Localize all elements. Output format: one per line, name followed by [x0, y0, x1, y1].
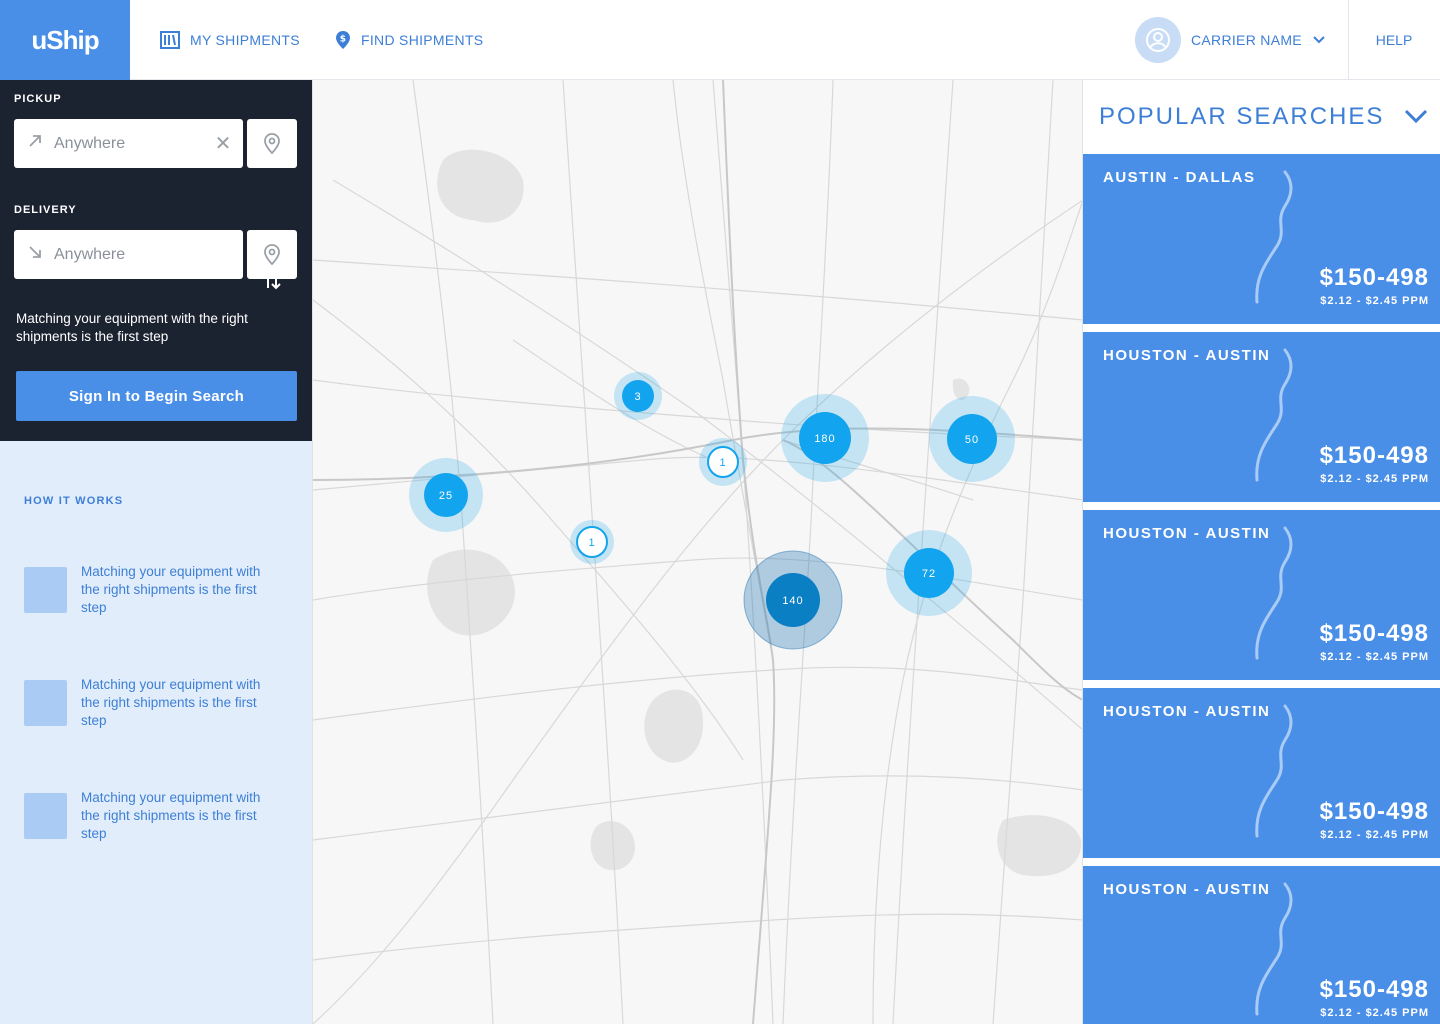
chevron-down-icon: [1312, 32, 1326, 48]
cluster-count: 1: [719, 457, 726, 469]
map-roads: [313, 80, 1082, 1024]
pickup-value: Anywhere: [54, 134, 126, 152]
arrow-down-right-icon: [28, 245, 42, 264]
search-panel: PICKUP Anywhere ✕ DELIVERY Anywhere: [0, 80, 312, 441]
delivery-field[interactable]: Anywhere: [14, 230, 243, 279]
popular-search-card[interactable]: AUSTIN - DALLAS $150-498 $2.12 - $2.45 PPM: [1083, 154, 1440, 324]
location-pin-icon: [264, 132, 280, 154]
avatar: [1135, 17, 1181, 63]
popular-searches-panel: POPULAR SEARCHES AUSTIN - DALLAS $150-498…: [1082, 80, 1440, 1024]
map-land-areas: [427, 149, 1082, 877]
cluster-count: 50: [965, 434, 979, 446]
card-price-per-mile: $2.12 - $2.45 PPM: [1320, 1007, 1429, 1019]
cluster-count: 1: [588, 537, 595, 549]
nav-my-shipments-label: MY SHIPMENTS: [190, 32, 300, 48]
step-image: [24, 680, 67, 726]
cluster-count: 140: [782, 595, 803, 607]
route-line-icon: [1255, 704, 1293, 838]
location-pin-icon: [264, 243, 280, 265]
shipments-map[interactable]: 3 1 180 50 25 1 140 72: [312, 80, 1082, 1024]
delivery-label: DELIVERY: [14, 204, 77, 216]
cluster-count: 180: [814, 433, 835, 445]
shipment-cluster[interactable]: 180: [781, 394, 869, 482]
chevron-down-icon: [1404, 109, 1428, 124]
shipments-icon: [160, 31, 180, 49]
cluster-count: 72: [922, 568, 936, 580]
card-price: $150-498: [1319, 976, 1429, 1003]
popular-search-card[interactable]: HOUSTON - AUSTIN $150-498 $2.12 - $2.45 PP…: [1083, 688, 1440, 858]
card-price-per-mile: $2.12 - $2.45 PPM: [1320, 295, 1429, 307]
pickup-locate-button[interactable]: [247, 119, 297, 168]
uship-logo[interactable]: uShip: [0, 0, 130, 80]
location-dollar-icon: $: [335, 30, 351, 50]
how-it-works-panel: HOW IT WORKS Matching your equipment wit…: [0, 441, 312, 1024]
nav-find-shipments-label: FIND SHIPMENTS: [361, 32, 484, 48]
pickup-field[interactable]: Anywhere ✕: [14, 119, 243, 168]
delivery-locate-button[interactable]: [247, 230, 297, 279]
user-name: CARRIER NAME: [1191, 32, 1302, 48]
popular-search-card[interactable]: HOUSTON - AUSTIN $150-498 $2.12 - $2.45 PP…: [1083, 866, 1440, 1024]
map-highways: [313, 80, 1082, 1024]
step-image: [24, 793, 67, 839]
how-it-works-step: Matching your equipment with the right s…: [24, 563, 294, 617]
nav-find-shipments[interactable]: $ FIND SHIPMENTS: [335, 0, 483, 80]
shipment-cluster[interactable]: 3: [614, 372, 662, 420]
svg-text:$: $: [340, 35, 347, 45]
user-icon: [1146, 28, 1170, 52]
nav-my-shipments[interactable]: MY SHIPMENTS: [160, 0, 300, 80]
cluster-count: 3: [634, 391, 641, 403]
card-route: HOUSTON - AUSTIN: [1103, 525, 1271, 542]
shipment-cluster[interactable]: 140: [743, 550, 843, 650]
collapse-toggle[interactable]: [1401, 102, 1431, 132]
user-menu[interactable]: CARRIER NAME: [1135, 0, 1326, 80]
card-price-per-mile: $2.12 - $2.45 PPM: [1320, 651, 1429, 663]
popular-search-card[interactable]: HOUSTON - AUSTIN $150-498 $2.12 - $2.45 PP…: [1083, 510, 1440, 680]
route-line-icon: [1255, 170, 1293, 304]
step-text: Matching your equipment with the right s…: [81, 790, 261, 841]
shipment-cluster[interactable]: 1: [570, 520, 614, 564]
popular-search-card[interactable]: HOUSTON - AUSTIN $150-498 $2.12 - $2.45 PP…: [1083, 332, 1440, 502]
search-message: Matching your equipment with the right s…: [16, 311, 248, 344]
top-navigation-bar: uShip MY SHIPMENTS $ FIND SHIPMENTS CARR…: [0, 0, 1440, 80]
delivery-value: Anywhere: [54, 245, 126, 263]
card-price-per-mile: $2.12 - $2.45 PPM: [1320, 829, 1429, 841]
card-price: $150-498: [1319, 264, 1429, 291]
cluster-count: 25: [439, 490, 453, 502]
card-price: $150-498: [1319, 798, 1429, 825]
how-it-works-title: HOW IT WORKS: [24, 495, 124, 507]
clear-icon[interactable]: ✕: [214, 133, 232, 155]
card-price: $150-498: [1319, 442, 1429, 469]
how-it-works-step: Matching your equipment with the right s…: [24, 676, 294, 730]
step-image: [24, 567, 67, 613]
step-text: Matching your equipment with the right s…: [81, 677, 261, 728]
card-route: HOUSTON - AUSTIN: [1103, 703, 1271, 720]
step-text: Matching your equipment with the right s…: [81, 564, 261, 615]
route-line-icon: [1255, 526, 1293, 660]
card-route: HOUSTON - AUSTIN: [1103, 347, 1271, 364]
shipment-cluster[interactable]: 1: [699, 438, 747, 486]
shipment-cluster[interactable]: 25: [409, 458, 483, 532]
pickup-label: PICKUP: [14, 93, 62, 105]
popular-searches-title: POPULAR SEARCHES: [1099, 103, 1385, 130]
route-line-icon: [1255, 348, 1293, 482]
shipment-clusters: 3 1 180 50 25 1 140 72: [409, 372, 1015, 650]
card-route: HOUSTON - AUSTIN: [1103, 881, 1271, 898]
divider: [1348, 0, 1349, 80]
route-line-icon: [1255, 882, 1293, 1016]
shipment-cluster[interactable]: 50: [929, 396, 1015, 482]
help-link[interactable]: HELP: [1375, 32, 1413, 48]
how-it-works-step: Matching your equipment with the right s…: [24, 789, 294, 843]
shipment-cluster[interactable]: 72: [886, 530, 972, 616]
map-canvas: 3 1 180 50 25 1 140 72: [313, 80, 1082, 1024]
card-price-per-mile: $2.12 - $2.45 PPM: [1320, 473, 1429, 485]
arrow-up-right-icon: [28, 134, 42, 153]
sign-in-button[interactable]: Sign In to Begin Search: [16, 371, 297, 421]
card-price: $150-498: [1319, 620, 1429, 647]
card-route: AUSTIN - DALLAS: [1103, 169, 1256, 186]
